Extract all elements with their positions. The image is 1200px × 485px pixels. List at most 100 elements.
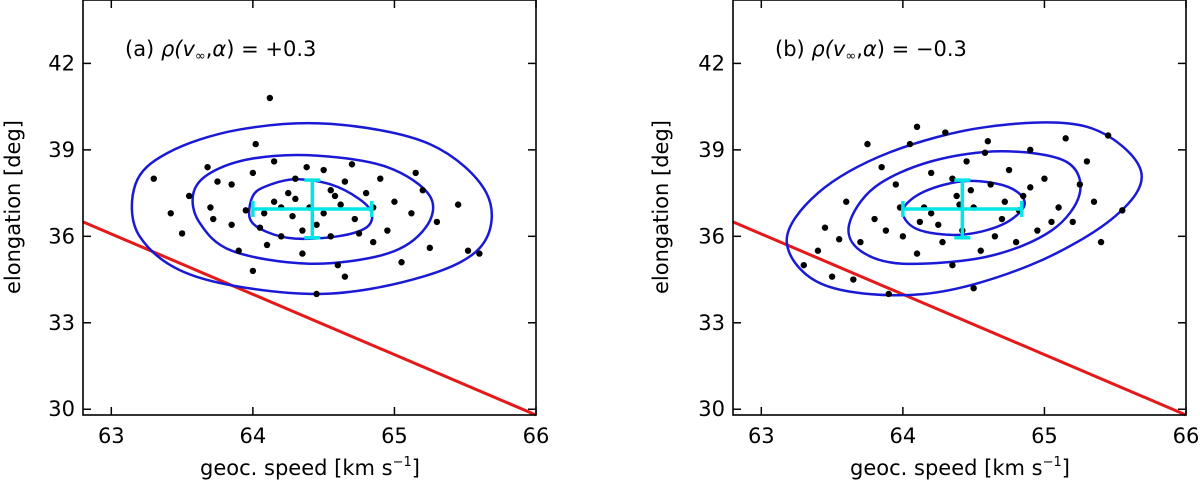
data-point bbox=[1041, 175, 1048, 182]
data-point bbox=[1119, 207, 1126, 214]
panel-b-ellipses bbox=[785, 121, 1143, 297]
data-point bbox=[800, 261, 807, 269]
data-point bbox=[249, 267, 257, 275]
data-point bbox=[987, 181, 994, 188]
x-tick-label: 65 bbox=[1031, 424, 1058, 448]
data-point bbox=[348, 161, 356, 168]
y-tick-label: 42 bbox=[48, 51, 75, 75]
panel-a-ticks: 63 64 65 66 30 33 36 39 42 bbox=[48, 0, 549, 448]
data-point bbox=[261, 210, 268, 217]
data-point bbox=[270, 198, 278, 205]
data-point bbox=[977, 247, 984, 254]
data-point bbox=[998, 215, 1006, 223]
data-point bbox=[433, 218, 441, 226]
confidence-ellipse-1 bbox=[901, 179, 1026, 237]
data-point bbox=[899, 233, 907, 240]
y-tick-label: 36 bbox=[48, 224, 75, 248]
data-point bbox=[1062, 135, 1069, 142]
data-point bbox=[185, 192, 193, 200]
data-point bbox=[299, 227, 306, 234]
y-tick-label: 42 bbox=[698, 51, 725, 75]
data-point bbox=[970, 284, 977, 292]
data-point bbox=[341, 178, 349, 185]
y-tick-label: 30 bbox=[48, 397, 75, 421]
data-point bbox=[1001, 198, 1008, 205]
data-point bbox=[1090, 198, 1098, 205]
data-point bbox=[927, 210, 935, 217]
panel-a-xlabel: geoc. speed [km s−1] bbox=[200, 455, 420, 480]
data-point bbox=[1083, 158, 1091, 165]
data-point bbox=[1027, 146, 1034, 154]
data-point bbox=[334, 261, 342, 269]
panel-b-ylabel: elongation [deg] bbox=[649, 120, 673, 294]
data-point bbox=[256, 224, 264, 231]
data-point bbox=[871, 215, 878, 223]
x-tick-label: 65 bbox=[381, 424, 408, 448]
data-point bbox=[249, 169, 257, 177]
data-point bbox=[953, 192, 960, 200]
data-point bbox=[906, 140, 914, 148]
data-point bbox=[850, 276, 857, 283]
data-point bbox=[303, 163, 310, 171]
data-point bbox=[814, 247, 822, 254]
data-point bbox=[885, 290, 892, 298]
data-point bbox=[878, 163, 885, 171]
data-point bbox=[408, 210, 415, 217]
data-point bbox=[327, 187, 334, 194]
data-point bbox=[1069, 218, 1076, 226]
data-point bbox=[981, 149, 989, 156]
data-point bbox=[835, 236, 843, 243]
data-point bbox=[277, 233, 285, 240]
data-point bbox=[313, 290, 320, 298]
panel-b-errorbar bbox=[901, 178, 1024, 240]
x-tick-label: 64 bbox=[890, 424, 917, 448]
data-point bbox=[331, 192, 339, 200]
data-point bbox=[355, 230, 363, 237]
data-point bbox=[1048, 218, 1055, 226]
panel-a: 63 64 65 66 30 33 36 39 42 (a) ρ(v∞,α) = +0.3 ge… bbox=[1, 0, 549, 480]
confidence-ellipse-3 bbox=[130, 121, 493, 296]
data-point bbox=[292, 195, 299, 203]
panel-b-red-line bbox=[732, 220, 1187, 417]
data-point bbox=[949, 261, 956, 269]
data-point bbox=[1055, 204, 1062, 211]
data-point bbox=[320, 210, 327, 217]
y-tick-label: 39 bbox=[48, 138, 75, 162]
data-point bbox=[337, 201, 344, 208]
red-boundary-line bbox=[732, 220, 1187, 417]
data-point bbox=[167, 210, 174, 217]
data-point bbox=[204, 163, 211, 171]
data-point bbox=[299, 250, 306, 257]
data-point bbox=[384, 227, 391, 234]
panel-b-xlabel: geoc. speed [km s−1] bbox=[850, 455, 1070, 480]
data-point bbox=[967, 187, 975, 194]
y-tick-label: 33 bbox=[698, 311, 725, 335]
data-point bbox=[327, 233, 334, 240]
data-point bbox=[285, 189, 292, 197]
data-point bbox=[1005, 166, 1013, 174]
data-point bbox=[235, 247, 242, 254]
data-point bbox=[913, 123, 921, 131]
panel-a-frame bbox=[82, 0, 537, 416]
panel-a-red-line bbox=[82, 220, 537, 417]
data-point bbox=[252, 140, 259, 148]
data-point bbox=[828, 273, 836, 280]
x-tick-label: 64 bbox=[240, 424, 267, 448]
data-point bbox=[464, 247, 472, 254]
panel-b-points bbox=[800, 123, 1126, 298]
data-point bbox=[1104, 132, 1112, 139]
data-point bbox=[320, 166, 327, 174]
data-point bbox=[984, 138, 992, 145]
data-point bbox=[843, 198, 850, 205]
data-point bbox=[266, 94, 274, 102]
data-point bbox=[263, 241, 271, 249]
data-point bbox=[207, 204, 214, 211]
data-point bbox=[864, 140, 871, 148]
data-point bbox=[476, 250, 483, 257]
y-tick-label: 36 bbox=[698, 224, 725, 248]
x-tick-label: 66 bbox=[1173, 424, 1200, 448]
y-tick-label: 39 bbox=[698, 138, 725, 162]
confidence-ellipse-2 bbox=[847, 150, 1082, 266]
data-point bbox=[892, 181, 899, 188]
data-point bbox=[882, 227, 890, 234]
